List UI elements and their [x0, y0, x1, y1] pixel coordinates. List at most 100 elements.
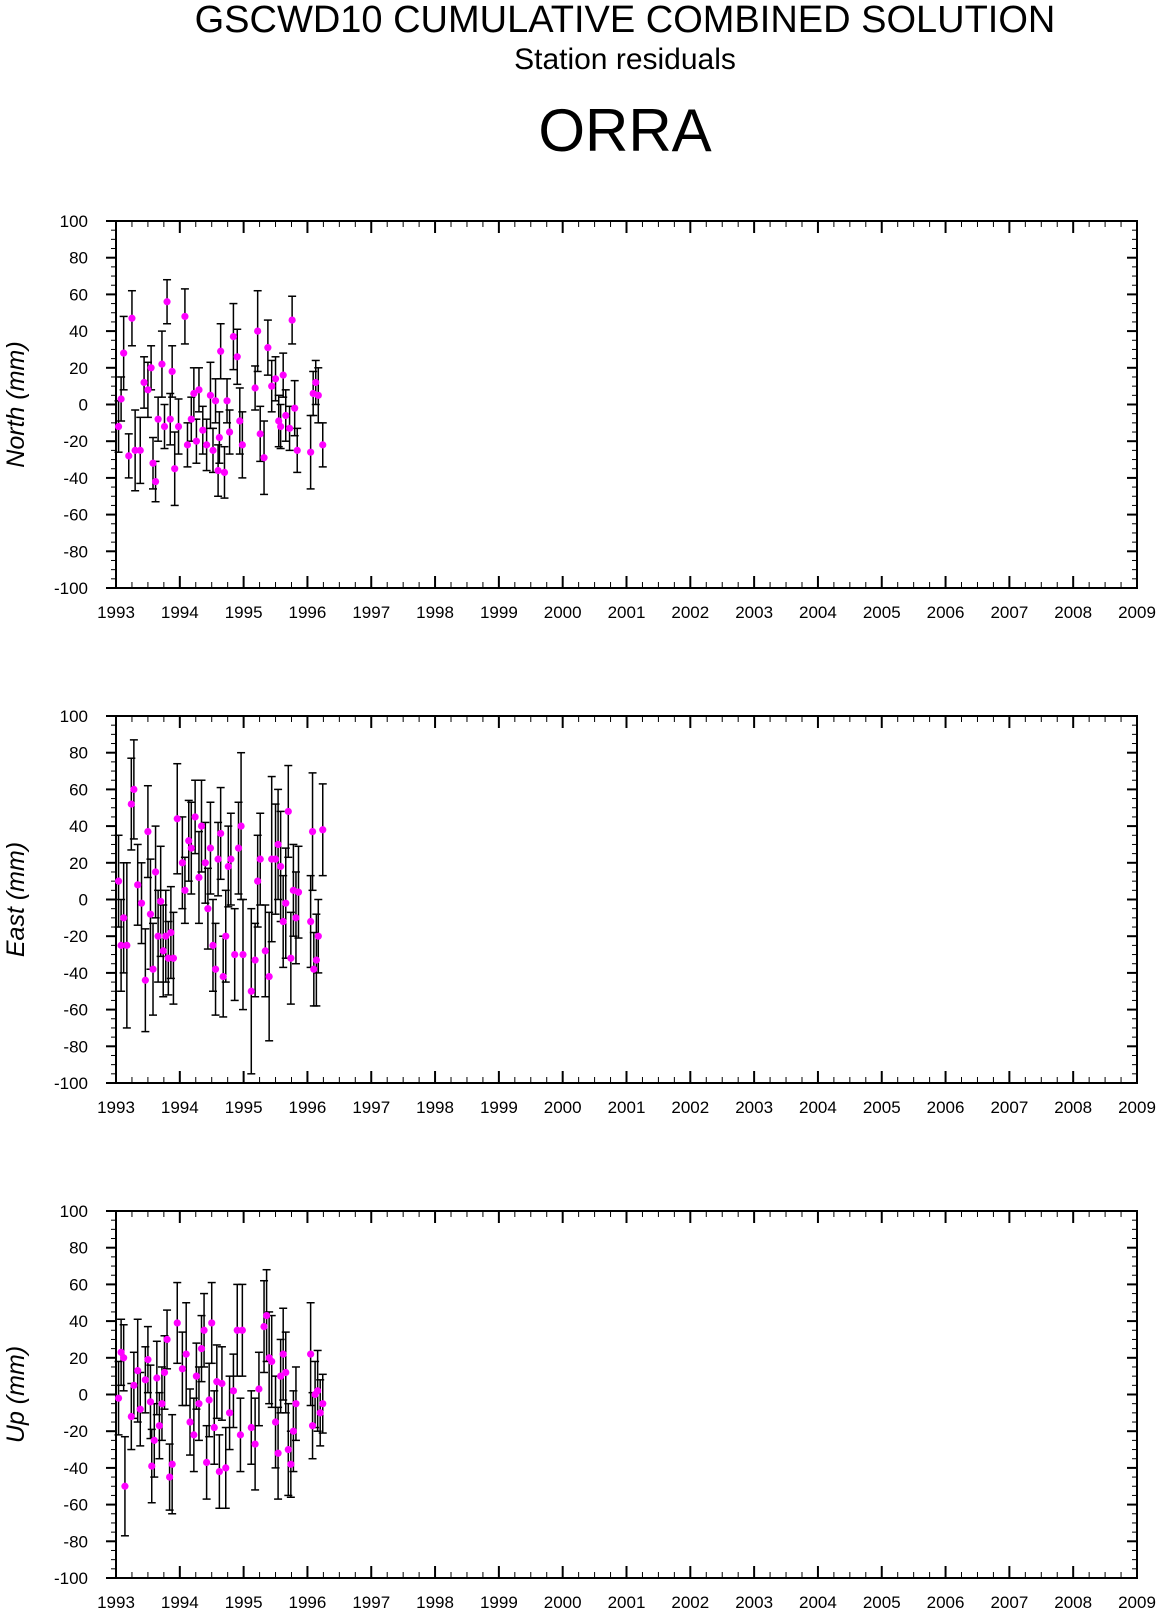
data-point	[131, 446, 139, 454]
data-point	[277, 1372, 285, 1380]
data-point	[197, 1345, 206, 1353]
x-tick-label: 1998	[416, 603, 454, 622]
data-point	[206, 844, 215, 852]
data-point	[114, 877, 123, 885]
x-tick-label: 2003	[735, 1593, 773, 1612]
data-point	[155, 1422, 163, 1430]
data-point	[223, 397, 231, 405]
data-point	[312, 378, 320, 387]
x-tick-label: 2006	[927, 603, 965, 622]
y-axis-label: Up (mm)	[2, 1346, 30, 1443]
data-point	[217, 347, 225, 355]
data-point	[181, 312, 189, 321]
data-point	[154, 415, 162, 423]
data-point	[117, 1348, 125, 1356]
data-point	[255, 1385, 263, 1393]
data-point	[178, 859, 186, 867]
data-point	[211, 965, 220, 973]
data-point	[120, 914, 128, 922]
x-tick-label: 2002	[671, 603, 709, 622]
x-tick-label: 2000	[544, 603, 582, 622]
data-point	[117, 395, 125, 403]
y-tick-label: 20	[69, 1349, 88, 1368]
y-tick-label: -40	[63, 1459, 88, 1478]
data-point	[173, 815, 181, 823]
data-point	[169, 954, 178, 962]
data-point	[192, 1372, 201, 1380]
data-point	[319, 1400, 327, 1408]
x-tick-label: 2005	[863, 1098, 901, 1117]
y-tick-label: -100	[54, 579, 88, 598]
data-point	[114, 422, 123, 431]
x-tick-label: 2009	[1118, 603, 1156, 622]
y-tick-label: 20	[69, 359, 88, 378]
y-tick-label: -80	[63, 542, 88, 561]
data-point	[277, 422, 285, 431]
plot-frame	[115, 220, 1138, 589]
data-point	[128, 314, 136, 322]
data-point	[140, 378, 148, 387]
data-point	[130, 785, 138, 794]
data-point	[285, 424, 294, 432]
y-tick-label: 60	[69, 285, 88, 304]
y-tick-label: 0	[79, 1386, 88, 1405]
x-tick-label: 2004	[799, 603, 837, 622]
data-point	[215, 1467, 223, 1476]
y-tick-label: 80	[69, 249, 88, 268]
data-point	[168, 1460, 176, 1468]
data-point	[310, 965, 318, 973]
x-tick-label: 2007	[990, 1593, 1028, 1612]
data-point	[261, 947, 269, 955]
data-point	[171, 465, 179, 473]
data-point	[144, 828, 152, 836]
data-point	[287, 954, 295, 962]
x-tick-label: 2005	[863, 1593, 901, 1612]
data-point	[279, 371, 287, 379]
y-tick-label: 0	[79, 891, 88, 910]
data-point	[195, 873, 203, 882]
data-point	[251, 1440, 259, 1448]
data-point	[153, 1374, 161, 1382]
x-tick-label: 1999	[480, 1098, 518, 1117]
data-point	[130, 1381, 138, 1389]
y-tick-label: 80	[69, 744, 88, 763]
y-tick-label: 100	[60, 707, 88, 726]
data-point	[233, 353, 241, 361]
chart-title: GSCWD10 CUMULATIVE COMBINED SOLUTION	[194, 0, 1056, 41]
y-tick-label: 80	[69, 1239, 88, 1258]
y-tick-label: -80	[63, 1037, 88, 1056]
data-point	[166, 1473, 174, 1481]
data-point	[279, 1350, 287, 1358]
data-point	[167, 928, 175, 937]
data-point	[222, 932, 230, 940]
data-point	[204, 905, 212, 913]
data-point	[256, 430, 264, 438]
x-tick-label: 1996	[289, 603, 327, 622]
data-point	[312, 956, 320, 964]
x-tick-label: 2001	[608, 1593, 646, 1612]
x-tick-label: 2008	[1054, 1098, 1092, 1117]
y-tick-label: 60	[69, 1275, 88, 1294]
data-point	[208, 1319, 216, 1327]
x-tick-label: 1994	[161, 1098, 199, 1117]
panel-north: 1993 1994 1995 1996 1997 1998 1999 2000 2001 2002…	[2, 212, 1156, 622]
data-point	[217, 829, 225, 838]
data-point	[160, 422, 169, 431]
x-tick-label: 2006	[927, 1098, 965, 1117]
data-point	[220, 468, 229, 476]
x-tick-label: 2006	[927, 1593, 965, 1612]
data-point	[151, 477, 160, 486]
data-point	[274, 840, 282, 849]
data-point	[158, 1400, 166, 1408]
data-point	[210, 1423, 218, 1432]
data-point	[149, 965, 157, 973]
data-point	[163, 1335, 171, 1344]
data-point	[254, 327, 262, 335]
y-tick-label: 20	[69, 854, 88, 873]
data-point	[200, 1326, 208, 1334]
x-tick-label: 2007	[990, 1098, 1028, 1117]
data-point	[120, 1354, 128, 1362]
y-tick-label: -40	[63, 469, 88, 488]
x-tick-label: 2000	[544, 1593, 582, 1612]
